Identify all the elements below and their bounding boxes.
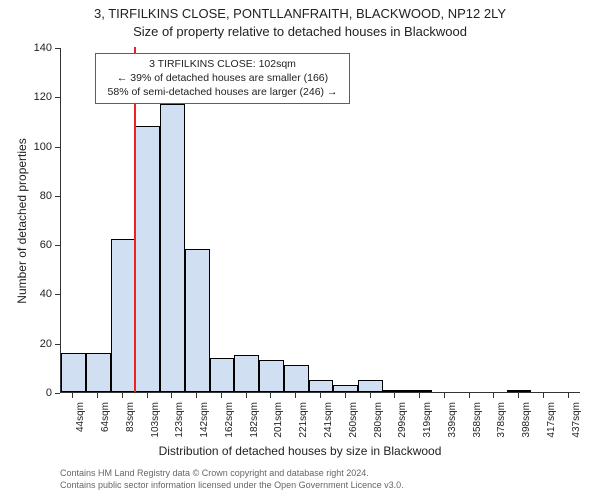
y-tick-label: 140 (22, 42, 52, 54)
x-tick-mark (444, 393, 445, 398)
annotation-line-2: ← 39% of detached houses are smaller (16… (102, 71, 343, 85)
y-tick-label: 120 (22, 91, 52, 103)
y-tick-mark (55, 344, 60, 345)
x-tick-mark (122, 393, 123, 398)
y-tick-label: 40 (22, 288, 52, 300)
histogram-bar (160, 104, 185, 392)
x-tick-mark (419, 393, 420, 398)
y-tick-mark (55, 245, 60, 246)
y-tick-label: 100 (22, 141, 52, 153)
x-tick-mark (221, 393, 222, 398)
histogram-bar (210, 358, 235, 393)
histogram-bar (111, 239, 136, 392)
x-tick-mark (196, 393, 197, 398)
x-tick-mark (295, 393, 296, 398)
histogram-bar (358, 380, 383, 392)
footer-line-2: Contains public sector information licen… (60, 480, 404, 492)
x-tick-mark (147, 393, 148, 398)
y-tick-label: 20 (22, 338, 52, 350)
annotation-box: 3 TIRFILKINS CLOSE: 102sqm ← 39% of deta… (95, 53, 350, 104)
x-tick-mark (568, 393, 569, 398)
x-axis-label: Distribution of detached houses by size … (0, 444, 600, 458)
y-tick-mark (55, 393, 60, 394)
histogram-bar (507, 390, 532, 392)
chart-title-sub: Size of property relative to detached ho… (0, 24, 600, 39)
y-tick-label: 60 (22, 239, 52, 251)
x-tick-mark (171, 393, 172, 398)
x-tick-mark (320, 393, 321, 398)
histogram-bar (234, 355, 259, 392)
y-tick-label: 80 (22, 190, 52, 202)
x-tick-mark (469, 393, 470, 398)
chart-title-main: 3, TIRFILKINS CLOSE, PONTLLANFRAITH, BLA… (0, 6, 600, 21)
histogram-bar (259, 360, 284, 392)
y-tick-mark (55, 97, 60, 98)
y-tick-label: 0 (22, 387, 52, 399)
histogram-bar (284, 365, 309, 392)
annotation-line-1: 3 TIRFILKINS CLOSE: 102sqm (102, 57, 343, 71)
annotation-line-3: 58% of semi-detached houses are larger (… (102, 85, 343, 99)
property-size-chart: 3, TIRFILKINS CLOSE, PONTLLANFRAITH, BLA… (0, 0, 600, 500)
x-tick-mark (370, 393, 371, 398)
histogram-bar (333, 385, 358, 392)
histogram-bar (383, 390, 408, 392)
y-tick-mark (55, 294, 60, 295)
x-tick-mark (493, 393, 494, 398)
x-tick-mark (394, 393, 395, 398)
y-tick-mark (55, 147, 60, 148)
histogram-bar (408, 390, 433, 392)
y-tick-mark (55, 48, 60, 49)
x-tick-mark (270, 393, 271, 398)
footer-attribution: Contains HM Land Registry data © Crown c… (60, 468, 404, 491)
histogram-bar (61, 353, 86, 392)
x-tick-mark (543, 393, 544, 398)
histogram-bar (135, 126, 160, 392)
histogram-bar (185, 249, 210, 392)
histogram-bar (309, 380, 334, 392)
x-tick-mark (246, 393, 247, 398)
y-tick-mark (55, 196, 60, 197)
x-tick-mark (97, 393, 98, 398)
footer-line-1: Contains HM Land Registry data © Crown c… (60, 468, 404, 480)
histogram-bar (86, 353, 111, 392)
x-tick-mark (518, 393, 519, 398)
x-tick-mark (345, 393, 346, 398)
x-tick-mark (72, 393, 73, 398)
